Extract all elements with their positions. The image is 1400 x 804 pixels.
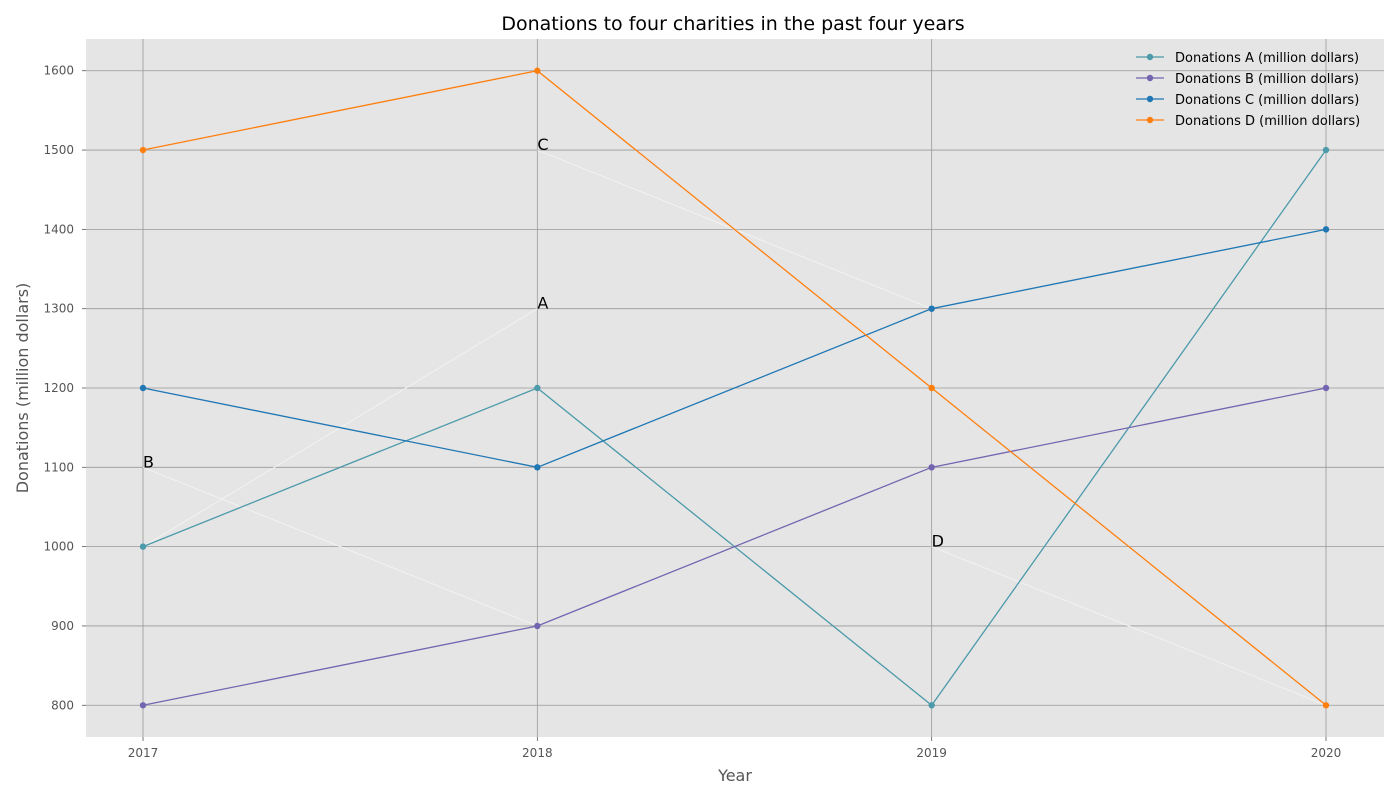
data-point — [139, 146, 147, 154]
x-axis-title: Year — [717, 766, 752, 785]
data-point — [928, 384, 935, 392]
y-tick-label: 1000 — [43, 540, 74, 554]
legend-entry-label: Donations A (million dollars) — [1175, 51, 1359, 66]
data-point — [139, 543, 147, 550]
data-point — [1322, 226, 1330, 233]
data-point — [1322, 702, 1330, 709]
data-point — [928, 702, 935, 709]
y-axis-title: Donations (million dollars) — [13, 283, 32, 494]
legend: Donations A (million dollars) Donations B… — [1136, 51, 1360, 129]
x-tick-label: 2019 — [916, 746, 947, 760]
annotation-label: B — [143, 452, 154, 471]
y-tick-label: 1200 — [43, 381, 74, 395]
series-lines — [139, 67, 1330, 709]
data-point — [928, 305, 935, 312]
legend-swatch-marker — [1146, 95, 1154, 103]
annotation-label: C — [537, 135, 548, 154]
legend-swatch-marker — [1146, 53, 1154, 61]
y-tick-label: 800 — [51, 698, 74, 712]
annotation-label: D — [932, 532, 944, 551]
data-point — [534, 67, 541, 74]
data-point — [534, 622, 541, 630]
y-tick-label: 900 — [51, 619, 74, 633]
y-tick-label: 1500 — [43, 143, 74, 157]
legend-swatch-marker — [1146, 74, 1154, 82]
data-point — [139, 702, 147, 709]
data-point — [1322, 384, 1330, 392]
annotations: A B C D — [143, 135, 944, 551]
data-point — [139, 384, 147, 392]
y-tick-label: 1300 — [43, 302, 74, 316]
data-point — [928, 464, 935, 471]
data-point — [534, 464, 541, 471]
x-tick-label: 2018 — [522, 746, 553, 760]
chart-title: Donations to four charities in the past … — [501, 13, 964, 35]
legend-swatch-marker — [1146, 116, 1154, 124]
tick-labels: 800 900 1000 1100 1200 1300 1400 1500 1600 2017 20… — [43, 64, 1341, 760]
y-tick-label: 1400 — [43, 222, 74, 236]
x-tick-label: 2020 — [1311, 746, 1342, 760]
legend-entry-label: Donations B (million dollars) — [1175, 72, 1359, 87]
legend-entry-label: Donations C (million dollars) — [1175, 93, 1359, 108]
data-point — [534, 384, 541, 392]
series-line-3 — [142, 228, 1327, 468]
series-line-2 — [142, 387, 1327, 706]
y-tick-label: 1100 — [43, 460, 74, 474]
x-tick-label: 2017 — [128, 746, 159, 760]
data-point — [1322, 146, 1330, 154]
annotation-label: A — [537, 294, 548, 313]
series-line-4 — [142, 70, 1327, 706]
annotation-arrow — [931, 546, 1327, 706]
annotation-arrow — [142, 466, 538, 627]
legend-entry-label: Donations D (million dollars) — [1175, 114, 1360, 129]
y-tick-label: 1600 — [43, 64, 74, 78]
